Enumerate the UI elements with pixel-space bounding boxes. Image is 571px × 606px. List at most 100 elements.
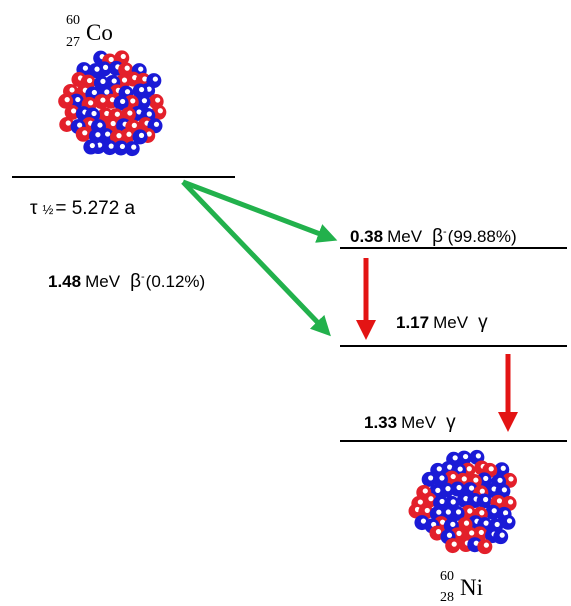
highlight [508,476,513,481]
highlight [439,499,444,504]
element-symbol: Ni [460,575,483,600]
highlight [97,122,102,127]
particle: γ [446,412,456,433]
highlight [451,499,456,504]
highlight [153,76,158,81]
highlight [120,99,125,104]
element-symbol: Co [86,20,113,45]
highlight [104,89,109,94]
highlight [464,521,469,526]
beta-arrow [183,182,328,237]
highlight [456,509,461,514]
highlight [458,466,463,471]
highlight [142,98,147,103]
highlight [138,66,143,71]
highlight [71,108,76,113]
highlight [94,67,99,72]
highlight [95,132,100,137]
charge: - [141,271,145,283]
half-life-value: = 5.272 a [55,198,135,219]
highlight [436,529,441,534]
highlight [473,477,478,482]
highlight [484,521,489,526]
energy: 0.38 [350,227,383,246]
highlight [91,111,96,116]
energy: 1.33 [364,413,397,432]
highlight [480,489,485,494]
highlight [418,499,423,504]
highlight [495,522,500,527]
highlight [451,474,456,479]
highlight [456,531,461,536]
transition-label: 1.17MeVγ [396,312,488,333]
highlight [100,79,105,84]
highlight [500,533,505,538]
highlight [122,77,127,82]
energy: 1.17 [396,313,429,332]
highlight [105,131,110,136]
highlight [456,485,461,490]
highlight [428,475,433,480]
highlight [88,100,93,105]
ni-nucleus [409,450,517,554]
highlight [125,66,130,71]
highlight [139,133,144,138]
highlight [453,455,458,460]
highlight [439,475,444,480]
unit: MeV [85,272,121,291]
highlight [83,66,88,71]
highlight [75,97,80,102]
highlight [103,65,108,70]
highlight [139,87,144,92]
highlight [489,466,494,471]
highlight [90,143,95,148]
highlight [120,144,125,149]
highlight [469,530,474,535]
highlight [483,497,488,502]
highlight [155,97,160,102]
mass-number: 60 [440,569,454,584]
highlight [436,510,441,515]
highlight [428,496,433,501]
particle: β [432,226,443,247]
branch: (0.12%) [146,272,206,291]
highlight [130,98,135,103]
decay-scheme: 60 27 Co τ½= 5.272 a 0.38MeVβ-(99.88%) 1… [0,0,571,606]
tau: τ [30,198,38,219]
highlight [447,533,452,538]
highlight [82,130,87,135]
highlight [452,542,457,547]
co-nucleus [58,50,166,156]
highlight [503,510,508,515]
highlight [87,78,92,83]
half: ½ [43,202,54,217]
highlight [435,488,440,493]
highlight [126,132,131,137]
highlight [121,54,126,59]
highlight [508,499,513,504]
mass-number: 60 [66,13,80,28]
highlight [501,466,506,471]
highlight [154,122,159,127]
charge: - [443,226,447,238]
atomic-number: 28 [440,590,454,605]
highlight [127,110,132,115]
energy: 1.48 [48,272,81,291]
transition-label: 1.33MeV γ [364,412,456,433]
highlight [497,478,502,483]
highlight [483,476,488,481]
highlight [507,518,512,523]
highlight [132,123,137,128]
highlight [463,454,468,459]
unit: MeV [401,413,437,432]
highlight [111,121,116,126]
highlight [479,510,484,515]
highlight [437,466,442,471]
highlight [158,108,163,113]
highlight [112,78,117,83]
beta-arrow [183,182,324,329]
highlight [492,508,497,513]
highlight [69,87,74,92]
highlight [446,509,451,514]
